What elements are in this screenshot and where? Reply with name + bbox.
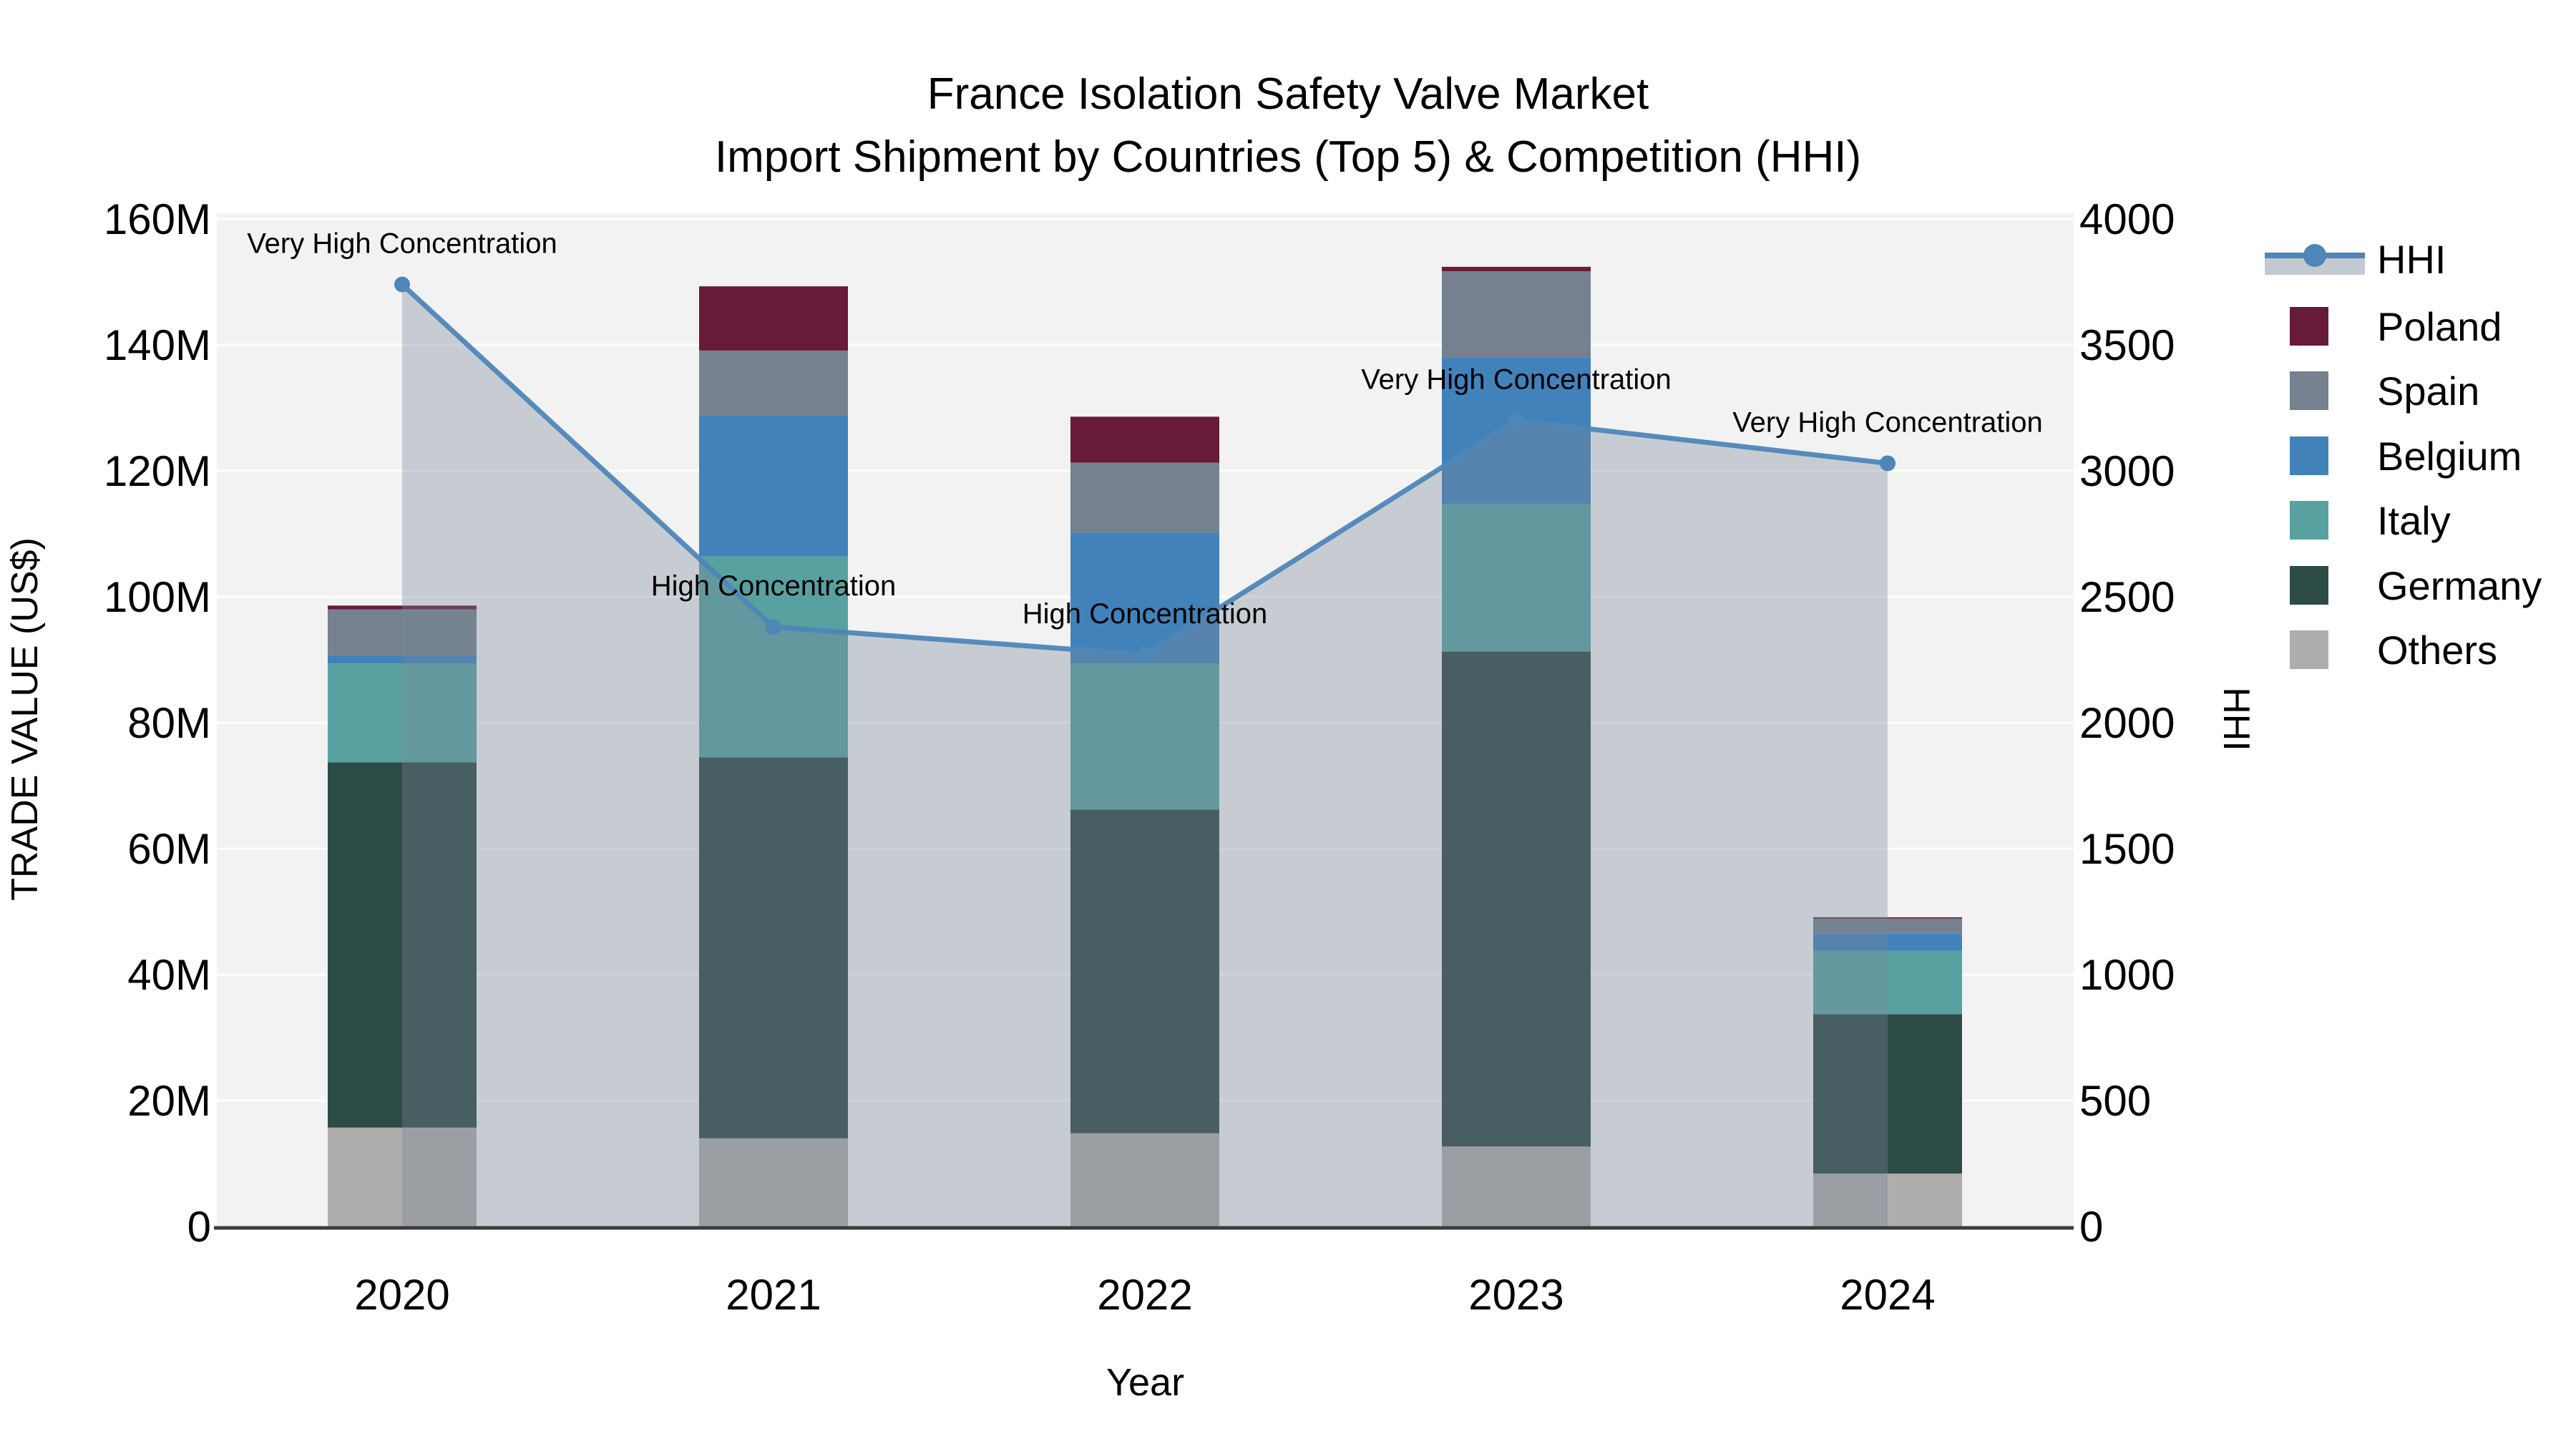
legend-label-others: Others [2377, 628, 2497, 673]
bar-segment-spain-2023 [1442, 271, 1591, 358]
legend-item-others: Others [2290, 628, 2497, 673]
legend-swatch-germany [2290, 566, 2328, 605]
legend-swatch-italy [2290, 501, 2328, 540]
bar-segment-spain-2020 [328, 609, 477, 655]
legend-item-spain: Spain [2290, 369, 2479, 414]
legend-item-belgium: Belgium [2290, 434, 2522, 479]
y-left-tick-label: 140M [104, 321, 211, 369]
y-left-tick-label: 20M [127, 1077, 211, 1125]
chart-subtitle: Import Shipment by Countries (Top 5) & C… [715, 132, 1861, 182]
legend-item-italy: Italy [2290, 498, 2451, 543]
annotation-2023: Very High Concentration [1361, 364, 1672, 396]
bar-segment-others-2024 [1813, 1174, 1962, 1226]
bar-segment-spain-2022 [1070, 462, 1219, 533]
bar-segment-spain-2024 [1813, 918, 1962, 934]
legend-swatch-spain [2290, 371, 2328, 410]
bar-segment-belgium-2022 [1070, 532, 1219, 664]
y-left-tick-label: 100M [104, 573, 211, 621]
bar-segment-poland-2020 [328, 605, 477, 610]
hhi-point-2024 [1880, 455, 1896, 472]
y-right-tick-label: 0 [2079, 1203, 2103, 1251]
legend-hhi-marker-icon [2303, 244, 2326, 267]
legend-label-italy: Italy [2377, 498, 2451, 543]
bar-segment-poland-2023 [1442, 266, 1591, 272]
hhi-point-2022 [1137, 646, 1153, 663]
legend-swatch-poland [2290, 307, 2328, 346]
bar-segment-germany-2021 [699, 757, 848, 1138]
y-left-tick-label: 80M [127, 699, 211, 747]
bar-segment-italy-2020 [328, 663, 477, 763]
legend: HHI Poland Spain Belgium Italy Germany Others [2265, 237, 2542, 673]
y-right-tick-label: 1500 [2079, 825, 2175, 873]
bar-segment-others-2020 [328, 1127, 477, 1226]
bar-segment-belgium-2023 [1442, 357, 1591, 504]
bar-segment-poland-2022 [1070, 416, 1219, 463]
legend-label-germany: Germany [2377, 563, 2542, 608]
y-right-axis-label: HHI [2215, 687, 2257, 751]
annotation-2024: Very High Concentration [1732, 406, 2043, 438]
y-right-tick-label: 3000 [2079, 447, 2175, 495]
y-right-tick-label: 2000 [2079, 699, 2175, 747]
legend-swatch-belgium [2290, 436, 2328, 475]
bar-segment-germany-2023 [1442, 651, 1591, 1147]
hhi-point-2021 [766, 619, 781, 635]
bar-segment-others-2023 [1442, 1146, 1591, 1226]
annotation-2020: Very High Concentration [247, 228, 557, 260]
bar-segment-germany-2020 [328, 762, 477, 1128]
legend-item-germany: Germany [2290, 563, 2542, 608]
legend-label-belgium: Belgium [2377, 434, 2522, 479]
chart-title: France Isolation Safety Valve Market [927, 69, 1649, 119]
x-tick-label-2020: 2020 [354, 1271, 449, 1319]
y-right-tick-label: 2500 [2079, 573, 2175, 621]
legend-label-hhi: HHI [2377, 237, 2446, 282]
annotation-2021: High Concentration [651, 570, 896, 602]
bar-segment-italy-2024 [1813, 950, 1962, 1015]
bar-segment-belgium-2024 [1813, 933, 1962, 951]
legend-label-spain: Spain [2377, 369, 2479, 414]
y-left-axis-label: TRADE VALUE (US$) [4, 537, 46, 901]
bar-segment-italy-2021 [699, 556, 848, 758]
legend-label-poland: Poland [2377, 304, 2502, 349]
x-tick-label-2021: 2021 [726, 1271, 821, 1319]
bar-segment-belgium-2020 [328, 655, 477, 664]
bar-segment-germany-2022 [1070, 809, 1219, 1133]
bar-segment-spain-2021 [699, 350, 848, 416]
bar-segment-germany-2024 [1813, 1014, 1962, 1174]
y-left-tick-label: 120M [104, 447, 211, 495]
x-tick-label-2022: 2022 [1097, 1271, 1192, 1319]
bar-segment-poland-2021 [699, 286, 848, 351]
bar-segment-italy-2023 [1442, 504, 1591, 652]
y-right-tick-label: 500 [2079, 1077, 2151, 1125]
y-right-tick-label: 1000 [2079, 951, 2175, 999]
y-left-tick-label: 0 [187, 1203, 211, 1251]
hhi-area [402, 284, 1888, 1226]
hhi-point-2023 [1508, 412, 1524, 429]
y-left-tick-label: 40M [127, 951, 211, 999]
y-left-tick-label: 160M [104, 195, 211, 243]
bar-segment-others-2022 [1070, 1133, 1219, 1226]
bar-segment-belgium-2021 [699, 415, 848, 557]
x-tick-label-2023: 2023 [1468, 1271, 1563, 1319]
bar-segment-italy-2022 [1070, 663, 1219, 810]
legend-item-poland: Poland [2290, 304, 2502, 349]
y-right-tick-label: 4000 [2079, 195, 2175, 243]
bar-segment-others-2021 [699, 1138, 848, 1226]
legend-swatch-others [2290, 630, 2328, 669]
x-axis-label: Year [1106, 1361, 1184, 1404]
y-left-tick-label: 60M [127, 825, 211, 873]
hhi-point-2020 [394, 276, 410, 293]
x-tick-label-2024: 2024 [1840, 1271, 1935, 1319]
annotation-2022: High Concentration [1023, 598, 1267, 630]
bar-segment-poland-2024 [1813, 917, 1962, 919]
y-right-tick-label: 3500 [2079, 321, 2175, 369]
legend-item-hhi: HHI [2265, 237, 2446, 282]
